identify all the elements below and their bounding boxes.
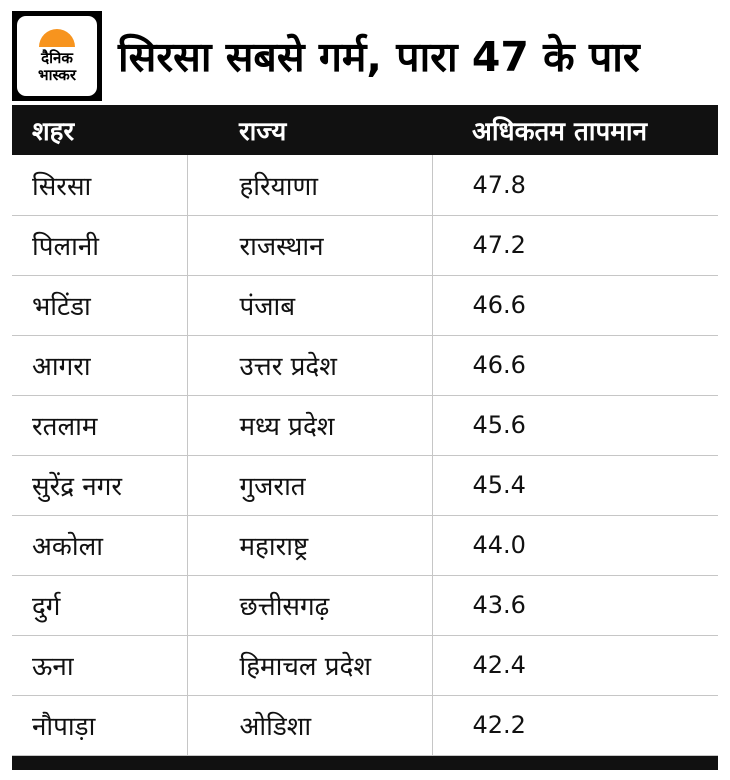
table-row: ऊना हिमाचल प्रदेश 42.4 <box>12 635 718 696</box>
table-row: आगरा उत्तर प्रदेश 46.6 <box>12 335 718 396</box>
table-header-row: शहर राज्य अधिकतम तापमान <box>12 105 718 155</box>
column-header-city: शहर <box>12 105 187 155</box>
sun-icon <box>39 28 75 47</box>
city-cell: ऊना <box>12 635 187 696</box>
state-cell: राजस्थान <box>186 215 432 276</box>
table-row: सिरसा हरियाणा 47.8 <box>12 155 718 216</box>
state-cell: हिमाचल प्रदेश <box>186 635 432 696</box>
table-row: भटिंडा पंजाब 46.6 <box>12 275 718 336</box>
table-row: पिलानी राजस्थान 47.2 <box>12 215 718 276</box>
state-cell: मध्य प्रदेश <box>186 395 432 456</box>
masthead: दैनिक भास्कर सिरसा सबसे गर्म, पारा 47 के… <box>12 8 718 103</box>
column-header-max-temp: अधिकतम तापमान <box>432 105 718 155</box>
table-header: शहर राज्य अधिकतम तापमान <box>12 105 718 155</box>
city-cell: सिरसा <box>12 155 187 216</box>
bottom-bar <box>12 755 718 770</box>
table-row: रतलाम मध्य प्रदेश 45.6 <box>12 395 718 456</box>
temp-cell: 47.8 <box>431 155 718 216</box>
dainik-bhaskar-logo: दैनिक भास्कर <box>12 10 102 101</box>
city-cell: आगरा <box>12 335 187 396</box>
temp-cell: 43.6 <box>431 575 718 636</box>
temp-cell: 47.2 <box>431 215 718 276</box>
city-cell: रतलाम <box>12 395 187 456</box>
temp-cell: 45.4 <box>431 455 718 516</box>
temp-cell: 42.4 <box>431 635 718 696</box>
city-cell: पिलानी <box>12 215 187 276</box>
temp-cell: 44.0 <box>431 515 718 576</box>
table-row: अकोला महाराष्ट्र 44.0 <box>12 515 718 576</box>
table-row: सुरेंद्र नगर गुजरात 45.4 <box>12 455 718 516</box>
city-cell: भटिंडा <box>12 275 187 336</box>
state-cell: छत्तीसगढ़ <box>186 575 432 636</box>
city-cell: दुर्ग <box>12 575 187 636</box>
state-cell: महाराष्ट्र <box>186 515 432 576</box>
state-cell: हरियाणा <box>186 155 432 216</box>
table-row: नौपाड़ा ओडिशा 42.2 <box>12 695 718 756</box>
state-cell: गुजरात <box>186 455 432 516</box>
logo-text: दैनिक भास्कर <box>38 48 76 84</box>
table-row: दुर्ग छत्तीसगढ़ 43.6 <box>12 575 718 636</box>
temp-cell: 46.6 <box>431 335 718 396</box>
temp-cell: 45.6 <box>431 395 718 456</box>
temperature-table: शहर राज्य अधिकतम तापमान सिरसा हरियाणा 47.8… <box>12 105 718 756</box>
logo-card: दैनिक भास्कर <box>17 15 97 96</box>
state-cell: ओडिशा <box>186 695 432 756</box>
city-cell: अकोला <box>12 515 187 576</box>
temp-cell: 42.2 <box>431 695 718 756</box>
column-header-state: राज्य <box>187 105 432 155</box>
state-cell: पंजाब <box>186 275 432 336</box>
table-body: सिरसा हरियाणा 47.8 पिलानी राजस्थान 47.2 भटिंडा… <box>12 155 718 756</box>
state-cell: उत्तर प्रदेश <box>186 335 432 396</box>
page-title: सिरसा सबसे गर्म, पारा 47 के पार <box>118 32 640 81</box>
city-cell: सुरेंद्र नगर <box>12 455 187 516</box>
temp-cell: 46.6 <box>431 275 718 336</box>
city-cell: नौपाड़ा <box>12 695 187 756</box>
